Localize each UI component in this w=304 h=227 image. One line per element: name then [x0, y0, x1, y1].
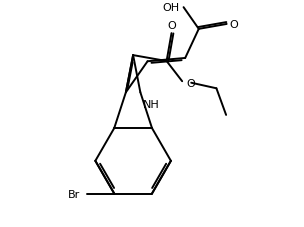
Text: Br: Br: [68, 189, 80, 199]
Text: O: O: [167, 21, 176, 31]
Text: OH: OH: [162, 3, 179, 13]
Text: O: O: [229, 20, 238, 30]
Text: NH: NH: [143, 100, 160, 109]
Text: O: O: [187, 78, 195, 88]
